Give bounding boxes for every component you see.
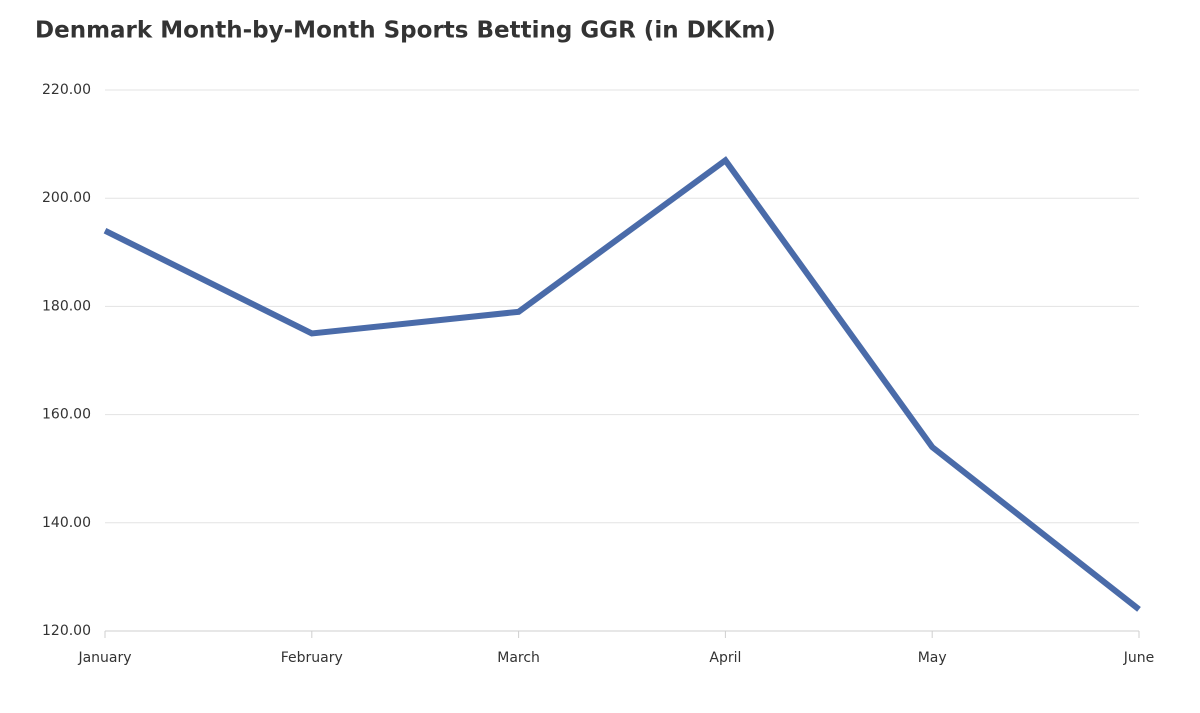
x-tick-label: May <box>918 650 947 666</box>
y-tick-label: 160.00 <box>42 407 91 423</box>
y-tick-label: 120.00 <box>42 623 91 639</box>
x-tick-label: June <box>1123 650 1155 666</box>
y-tick-label: 140.00 <box>42 515 91 531</box>
y-tick-label: 200.00 <box>42 190 91 206</box>
x-tick-label: March <box>497 650 540 666</box>
x-tick-label: January <box>77 650 131 666</box>
x-tick-label: April <box>709 650 741 666</box>
chart-title: Denmark Month-by-Month Sports Betting GG… <box>35 18 776 44</box>
x-tick-label: February <box>281 650 343 666</box>
y-tick-label: 220.00 <box>42 82 91 98</box>
series-line <box>103 156 1141 612</box>
y-tick-label: 180.00 <box>42 298 91 314</box>
